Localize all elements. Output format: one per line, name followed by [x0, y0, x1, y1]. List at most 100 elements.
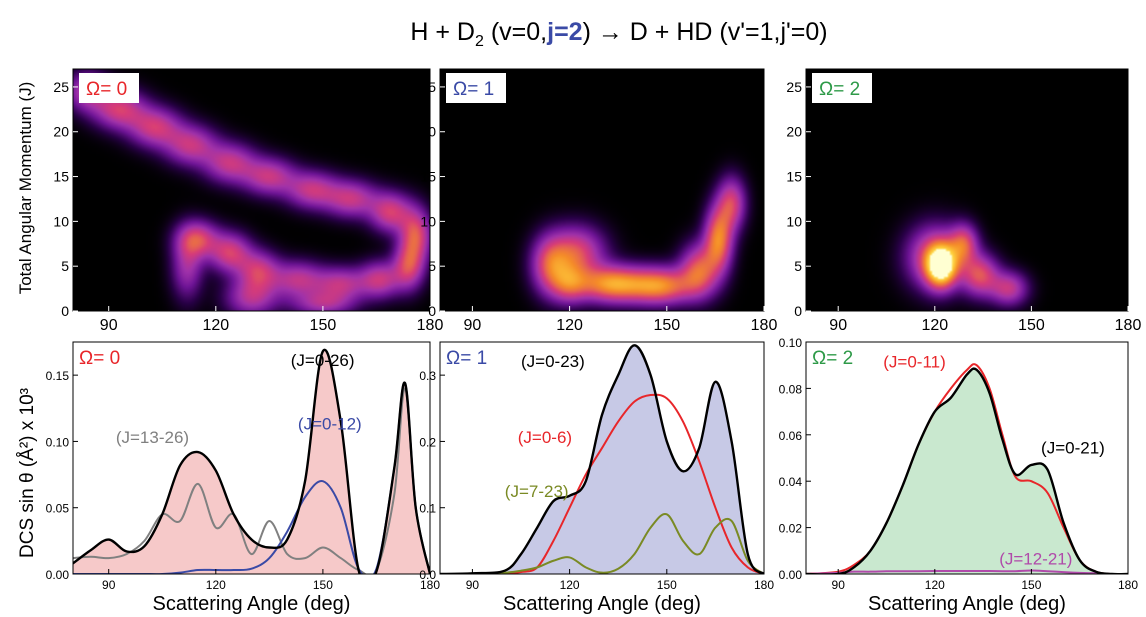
top-ylabel: Total Angular Momentum (J)	[16, 82, 35, 295]
y-tick-label: 0.0	[419, 568, 436, 582]
series-annotation-0: (J=0-26)	[291, 351, 355, 370]
x-tick-label: 150	[653, 317, 680, 334]
heatmap-frame	[439, 68, 765, 312]
series-line-0	[73, 348, 430, 574]
y-tick-label: 0.05	[46, 502, 70, 516]
y-tick-label: 10	[420, 213, 436, 229]
y-tick-label: 25	[420, 79, 436, 95]
dcs-plot-area	[440, 344, 764, 574]
series-fill-0	[806, 368, 1128, 574]
y-tick-label: 5	[61, 258, 69, 274]
omega-label-top-2: Ω= 2	[812, 73, 872, 103]
x-tick-label: 180	[751, 317, 778, 334]
x-tick-label: 90	[464, 317, 482, 334]
x-axis-label: Scattering Angle (deg)	[868, 593, 1066, 615]
omega-label-bottom-1: Ω= 1	[446, 348, 487, 369]
x-tick-label: 180	[417, 317, 444, 334]
x-tick-label: 90	[100, 317, 118, 334]
dcs-panel-0: 90 120 150 180 0.00 0.05 0.10 0.15 (J=0-26) (J=13…	[46, 341, 440, 615]
x-tick-label: 90	[102, 578, 116, 592]
y-tick-label: 0.10	[779, 336, 803, 350]
title-part-reactants: H + D	[410, 18, 475, 46]
heatmap-density	[440, 69, 764, 311]
bottom-ylabel: DCS sin θ (Å²) x 10³	[17, 388, 38, 558]
y-tick-label: 25	[786, 79, 802, 95]
x-axis-label: Scattering Angle (deg)	[503, 593, 701, 615]
omega-label-text: Ω= 2	[819, 79, 860, 100]
y-tick-label: 0.15	[46, 369, 70, 383]
y-tick-label: 5	[428, 258, 436, 274]
x-axis-label: Scattering Angle (deg)	[153, 593, 351, 615]
y-tick-label: 0	[428, 303, 436, 319]
heatmap-density	[806, 69, 1128, 311]
x-tick-label: 180	[754, 578, 774, 592]
omega-label-text: Ω= 0	[86, 79, 127, 100]
x-tick-label: 180	[1115, 317, 1142, 334]
x-tick-label: 150	[1018, 317, 1045, 334]
dcs-panel-1: 90 120 150 1800.00.10.20.3(J=0-23)(J=0-6)(J…	[419, 341, 774, 615]
y-tick-label: 0	[61, 303, 69, 319]
series-annotation-0: (J=0-23)	[521, 352, 585, 371]
omega-label-box	[812, 73, 872, 103]
omega-label-bottom-2: Ω= 2	[812, 348, 853, 369]
y-tick-label: 0.08	[779, 382, 803, 396]
y-tick-label: 25	[53, 79, 69, 95]
dcs-frame	[72, 341, 431, 575]
series-line-1	[440, 393, 764, 574]
omega-label-top-0: Ω= 0	[79, 73, 139, 103]
heatmap-frame	[805, 68, 1129, 312]
dcs-plot-area	[806, 363, 1128, 574]
dcs-panel-2: 90 120 150 180 0.00 0.02 0.04 0.06 0.08 0.10 (J=0-…	[779, 336, 1139, 615]
x-tick-label: 150	[310, 317, 337, 334]
x-tick-label: 150	[657, 578, 677, 592]
y-tick-label: 0	[794, 303, 802, 319]
x-tick-label: 90	[829, 317, 847, 334]
x-tick-label: 90	[466, 578, 480, 592]
omega-label-box	[446, 73, 506, 103]
heatmap-frame	[72, 68, 431, 312]
y-tick-label: 0.00	[46, 568, 70, 582]
series-line-2	[440, 513, 764, 574]
series-line-2	[806, 569, 1128, 574]
x-tick-label: 90	[832, 578, 846, 592]
y-tick-label: 20	[786, 124, 802, 140]
omega-label-top-1: Ω= 1	[446, 73, 506, 103]
series-annotation-0: (J=0-11)	[883, 353, 946, 372]
y-tick-label: 0.00	[779, 568, 803, 582]
series-line-0	[440, 344, 764, 574]
x-tick-label: 180	[420, 578, 440, 592]
series-line-0	[806, 367, 1128, 574]
dcs-frame	[805, 341, 1129, 575]
x-tick-label: 120	[560, 578, 580, 592]
series-annotation-1: (J=0-21)	[1041, 438, 1105, 457]
omega-label-text: Ω= 1	[453, 79, 494, 100]
y-tick-label: 0.1	[419, 502, 436, 516]
series-annotation-2: (J=0-12)	[298, 414, 362, 433]
series-annotation-1: (J=13-26)	[116, 428, 189, 447]
y-tick-label: 15	[420, 169, 436, 185]
x-tick-label: 150	[313, 578, 333, 592]
series-fill-0	[440, 345, 764, 574]
x-tick-label: 120	[206, 578, 226, 592]
y-tick-label: 10	[786, 213, 802, 229]
x-tick-label: 150	[1021, 578, 1041, 592]
y-tick-label: 0.02	[779, 522, 803, 536]
title-part-initial: (v=0,	[484, 18, 547, 46]
heatmap-density	[73, 69, 430, 311]
y-tick-label: 15	[786, 169, 802, 185]
series-annotation-2: (J=12-21)	[999, 550, 1072, 569]
x-tick-label: 120	[921, 317, 948, 334]
y-tick-label: 0.10	[46, 435, 70, 449]
y-tick-label: 0.3	[419, 369, 436, 383]
y-tick-label: 20	[420, 124, 436, 140]
series-line-1	[73, 387, 430, 574]
y-tick-label: 0.04	[779, 475, 803, 489]
y-tick-label: 15	[53, 169, 69, 185]
x-tick-label: 180	[1118, 578, 1138, 592]
y-tick-label: 5	[794, 258, 802, 274]
dcs-plot-area	[73, 348, 430, 574]
